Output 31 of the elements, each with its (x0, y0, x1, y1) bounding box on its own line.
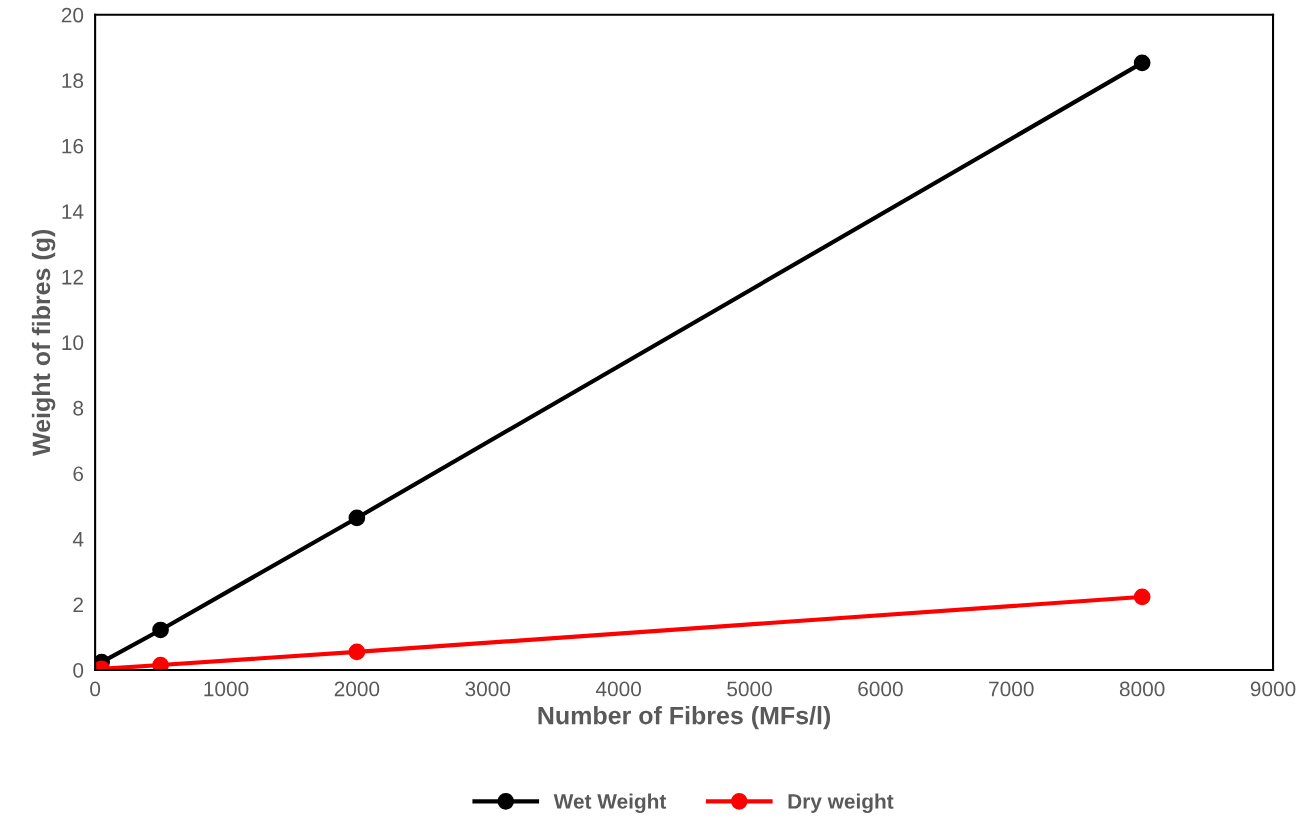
y-tick-label: 12 (62, 269, 83, 285)
point (348, 643, 366, 661)
y-tick-label: 0 (73, 662, 84, 678)
x-tick-label: 7000 (989, 681, 1034, 697)
legend-label: Wet Weight (553, 793, 667, 814)
y-tick-label: 6 (73, 466, 84, 482)
point (1133, 588, 1151, 606)
y-axis-title: Weight of fibres (g) (31, 229, 56, 456)
y-tick-label: 16 (62, 138, 84, 154)
x-tick-label: 3000 (465, 681, 511, 697)
x-tick-label: 9000 (1250, 681, 1296, 697)
point (348, 509, 366, 527)
point (152, 621, 169, 639)
x-tick-label: 4000 (595, 681, 641, 697)
x-tick-label: 6000 (858, 681, 903, 697)
y-tick-label: 20 (61, 7, 84, 23)
point (152, 656, 169, 670)
y-tick-label: 2 (73, 597, 83, 612)
point (1133, 54, 1151, 72)
x-tick-label: 8000 (1119, 681, 1165, 697)
x-axis-title: Number of Fibres (MFs/l) (538, 706, 831, 730)
x-tick-label: 5000 (727, 681, 772, 697)
legend-label: Dry weight (788, 793, 894, 814)
x-tick-label: 2000 (334, 681, 380, 697)
y-tick-label: 4 (72, 532, 84, 547)
y-tick-label: 10 (62, 335, 84, 351)
y-tick-label: 8 (73, 400, 84, 416)
y-tick-label: 14 (62, 204, 84, 219)
x-tick-label: 0 (90, 681, 101, 697)
y-tick-label: 18 (62, 73, 84, 89)
x-tick-label: 1000 (204, 681, 249, 697)
